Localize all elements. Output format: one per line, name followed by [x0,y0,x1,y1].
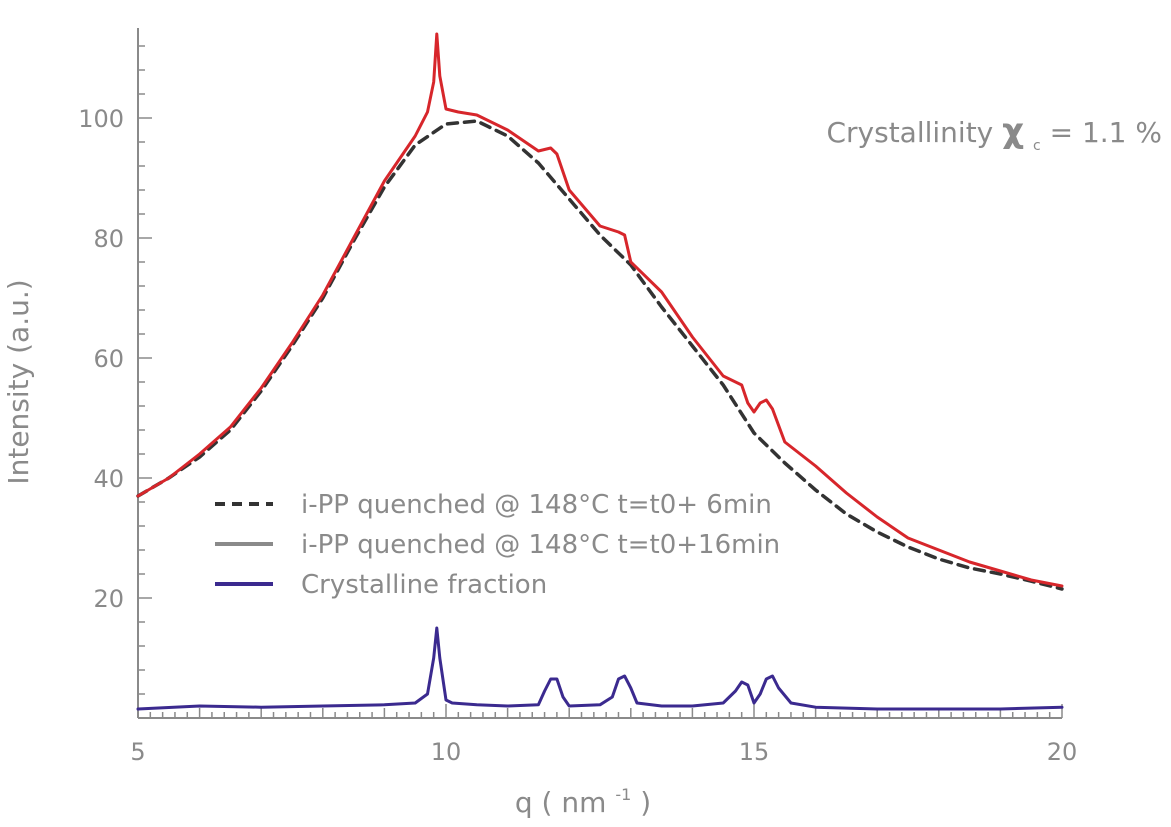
crystallinity-annotation: Crystallinity χ c = 1.1 % [826,111,1162,157]
annotation-symbol: χ [1002,111,1024,151]
x-tick-label: 15 [739,738,770,766]
y-tick-label: 60 [93,345,124,373]
y-tick-label: 20 [93,585,124,613]
series-line-3 [136,626,1064,711]
axes: 5 10 15 20 20 40 60 80 100 [78,28,1077,766]
series-layer [136,32,1064,711]
y-tick-label: 100 [78,105,124,133]
x-axis-title-open: ( [542,786,553,819]
annotation-subscript: c [1033,138,1041,154]
x-tick-label: 10 [431,738,462,766]
annotation-prefix: Crystallinity [826,116,1002,149]
legend-label: i-PP quenched @ 148°C t=t0+16min [301,530,780,560]
y-tick-label: 40 [93,465,124,493]
x-axis-title-close: ) [640,786,651,819]
x-axis-title-unit: nm [561,786,606,819]
x-axis-title-var: q [515,786,533,819]
y-axis-title: Intensity (a.u.) [2,279,35,484]
legend-label: Crystalline fraction [301,570,547,600]
y-tick-label: 80 [93,225,124,253]
x-axis-title: q ( nm -1 ) [515,774,651,819]
y-ticks: 20 40 60 80 100 [78,45,152,695]
x-axis-title-unit-exp: -1 [615,785,631,804]
x-ticks: 5 10 15 20 [130,704,1077,766]
series-line-2 [136,32,1064,588]
x-tick-label: 20 [1047,738,1078,766]
x-tick-label: 5 [130,738,145,766]
annotation-suffix: = 1.1 % [1050,116,1162,149]
legend-label: i-PP quenched @ 148°C t=t0+ 6min [301,490,772,520]
legend: i-PP quenched @ 148°C t=t0+ 6min i-PP que… [215,490,780,600]
